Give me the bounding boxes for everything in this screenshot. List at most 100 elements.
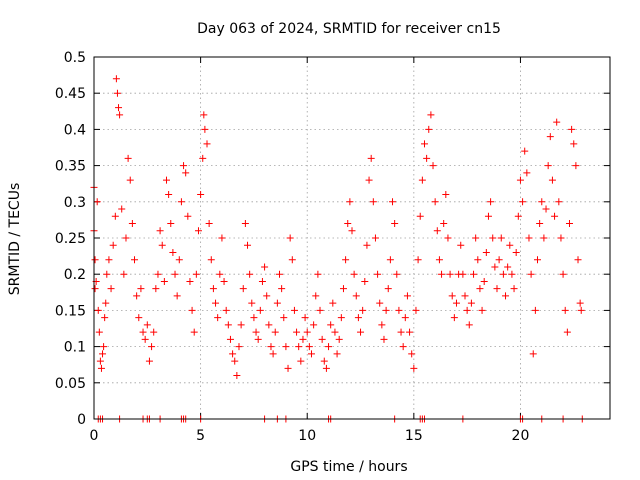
axis-ticks: 0 0.05 0.1 0.15 0.2 0.25 0.3 0.35 0.4 0.45 0.5 0 5 10… xyxy=(55,50,610,444)
data-point xyxy=(203,140,211,148)
data-point xyxy=(346,198,354,206)
data-point xyxy=(256,306,264,314)
y-tick-label: 0.05 xyxy=(55,376,86,392)
data-point xyxy=(414,256,422,264)
data-point xyxy=(175,256,183,264)
data-point xyxy=(235,343,243,351)
x-axis-label: GPS time / hours xyxy=(290,459,407,475)
data-point xyxy=(393,270,401,278)
data-point xyxy=(557,234,565,242)
data-point xyxy=(534,256,542,264)
data-point xyxy=(278,285,286,293)
data-point xyxy=(218,234,226,242)
y-tick-label: 0.15 xyxy=(55,303,86,319)
data-point xyxy=(427,111,435,119)
data-point xyxy=(120,270,128,278)
data-point xyxy=(105,256,113,264)
data-point xyxy=(258,277,266,285)
data-point xyxy=(135,314,143,322)
data-point xyxy=(510,285,518,293)
data-point xyxy=(263,292,271,300)
data-point xyxy=(137,285,145,293)
data-point xyxy=(318,335,326,343)
data-point xyxy=(190,328,198,336)
data-point xyxy=(165,191,173,199)
data-point xyxy=(141,335,149,343)
data-point xyxy=(516,176,524,184)
y-tick-label: 0.2 xyxy=(64,267,86,283)
data-point xyxy=(502,292,510,300)
data-point xyxy=(463,306,471,314)
data-point xyxy=(536,220,544,228)
data-point xyxy=(115,104,123,112)
x-tick-label: 10 xyxy=(298,428,316,444)
data-point xyxy=(508,270,516,278)
data-point xyxy=(574,256,582,264)
data-point xyxy=(465,321,473,329)
data-point xyxy=(307,350,315,358)
data-point xyxy=(124,154,132,162)
y-axis-label: SRMTID / TECUs xyxy=(7,183,23,296)
data-point xyxy=(273,299,281,307)
data-points xyxy=(90,75,586,423)
data-point xyxy=(542,205,550,213)
data-point xyxy=(128,220,136,228)
data-point xyxy=(521,147,529,155)
data-point xyxy=(133,292,141,300)
data-point xyxy=(506,241,514,249)
data-point xyxy=(111,212,119,220)
data-point xyxy=(568,125,576,133)
data-point xyxy=(529,350,537,358)
data-point xyxy=(354,314,362,322)
data-point xyxy=(395,306,403,314)
data-point xyxy=(169,248,177,256)
data-point xyxy=(209,285,217,293)
data-point xyxy=(244,241,252,249)
data-point xyxy=(297,357,305,365)
data-point xyxy=(572,162,580,170)
data-point xyxy=(480,277,488,285)
data-point xyxy=(425,125,433,133)
data-point xyxy=(444,234,452,242)
data-point xyxy=(314,270,322,278)
data-point xyxy=(265,321,273,329)
data-point xyxy=(100,343,108,351)
data-point xyxy=(544,162,552,170)
data-point xyxy=(335,335,343,343)
data-point xyxy=(410,364,418,372)
data-point xyxy=(97,364,105,372)
data-point xyxy=(239,285,247,293)
data-point xyxy=(214,314,222,322)
data-point xyxy=(316,306,324,314)
data-point xyxy=(199,154,207,162)
data-point xyxy=(399,343,407,351)
data-point xyxy=(116,111,124,119)
data-point xyxy=(423,154,431,162)
data-point xyxy=(446,270,454,278)
x-tick-label: 0 xyxy=(90,428,99,444)
data-point xyxy=(261,263,269,271)
data-point xyxy=(570,140,578,148)
data-point xyxy=(391,220,399,228)
y-tick-label: 0 xyxy=(77,412,86,428)
data-point xyxy=(450,314,458,322)
data-point xyxy=(303,328,311,336)
data-point xyxy=(493,285,501,293)
plot-frame xyxy=(93,56,611,420)
data-point xyxy=(374,270,382,278)
data-point xyxy=(180,162,188,170)
data-point xyxy=(112,75,120,83)
data-point xyxy=(250,314,258,322)
data-point xyxy=(531,306,539,314)
data-point xyxy=(365,176,373,184)
data-point xyxy=(226,335,234,343)
y-tick-label: 0.3 xyxy=(64,195,86,211)
data-point xyxy=(386,256,394,264)
data-point xyxy=(523,169,531,177)
data-point xyxy=(231,357,239,365)
data-point xyxy=(241,220,249,228)
data-point xyxy=(207,256,215,264)
data-point xyxy=(525,234,533,242)
data-point xyxy=(101,314,109,322)
